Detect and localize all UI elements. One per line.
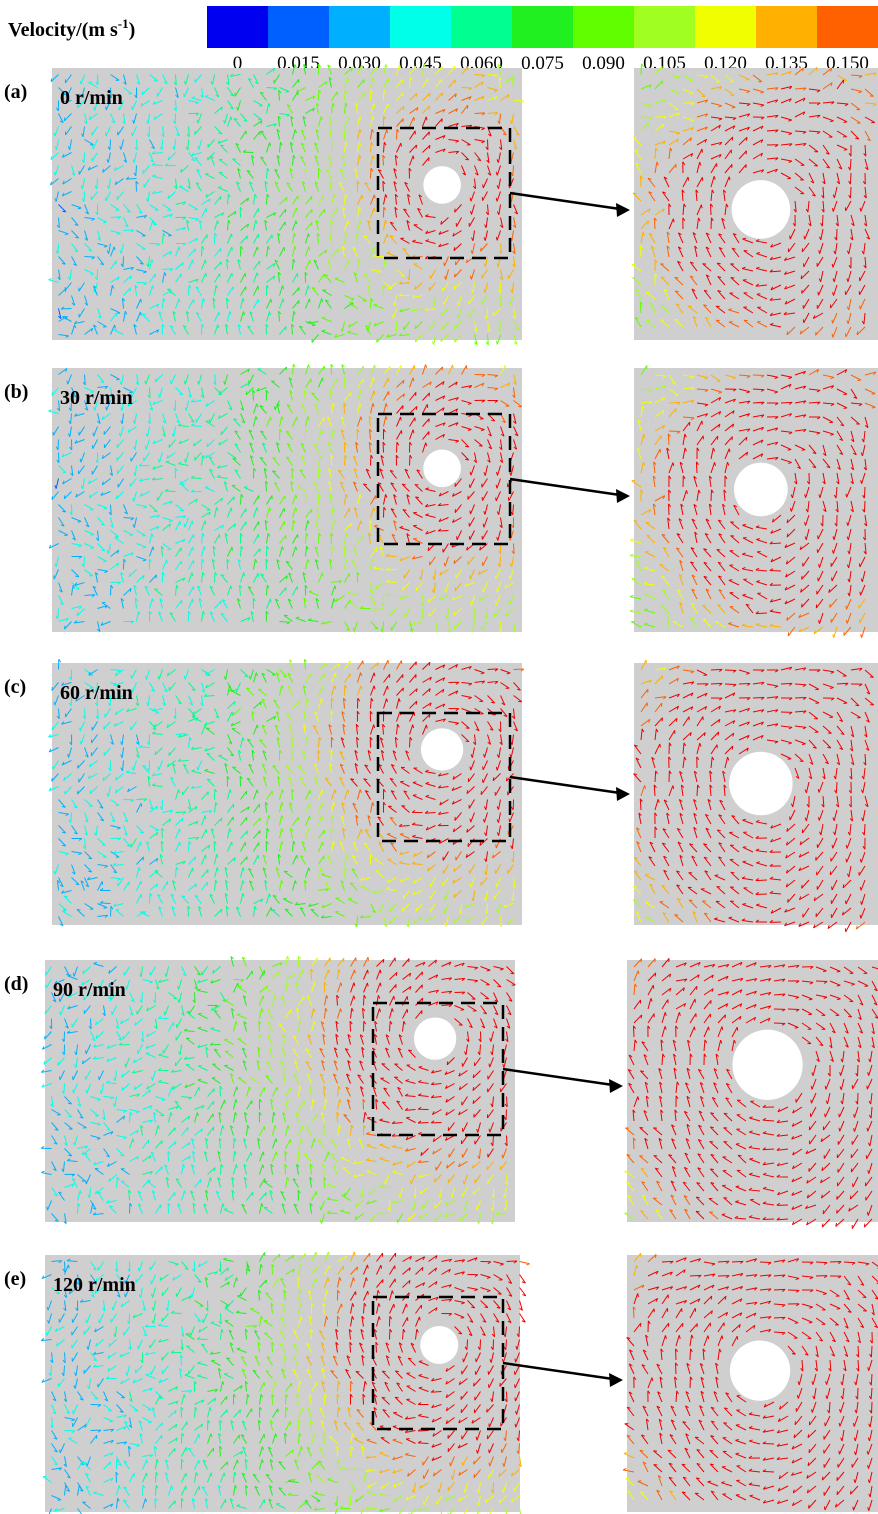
colorbar-label: Velocity/(m s-1) <box>8 16 135 41</box>
panel: (d) 90 r/min <box>4 956 878 1229</box>
color-swatch <box>207 6 268 48</box>
cylinder <box>734 463 788 517</box>
colorbar: 00.0150.0300.0450.0600.0750.0900.1050.12… <box>207 6 878 74</box>
arrow-line <box>510 777 620 793</box>
panel-speed: 0 r/min <box>60 87 123 109</box>
color-swatch <box>817 6 878 48</box>
color-swatch <box>512 6 573 48</box>
cylinder <box>729 752 792 815</box>
arrow-head <box>616 203 630 217</box>
panel-speed: 60 r/min <box>60 682 133 704</box>
arrow-line <box>510 193 620 209</box>
figure: Velocity/(m s-1) 00.0150.0300.0450.0600.… <box>0 0 878 1514</box>
color-swatch <box>390 6 451 48</box>
color-swatch <box>573 6 634 48</box>
panel-label: (d) <box>4 973 28 995</box>
tick-label: 0.075 <box>521 53 564 74</box>
cylinder <box>423 450 461 488</box>
cylinder <box>421 728 463 770</box>
color-swatch <box>451 6 512 48</box>
cylinder <box>420 1326 458 1364</box>
panel: (e)120 r/min <box>4 1252 878 1514</box>
vector <box>520 1275 526 1284</box>
arrow-line <box>503 1069 613 1085</box>
panel-speed: 30 r/min <box>60 387 133 409</box>
panel: (a) 0 r/min <box>4 64 878 345</box>
vector <box>520 1288 526 1296</box>
arrow-head <box>616 787 630 801</box>
cylinder <box>414 1017 456 1059</box>
cylinder <box>732 1030 802 1100</box>
color-swatch <box>329 6 390 48</box>
arrow-line <box>510 479 620 495</box>
color-swatch <box>268 6 329 48</box>
colorbar-label-text: Velocity/(m s <box>8 19 118 41</box>
cylinder <box>423 166 461 204</box>
panels: (a) 0 r/min (b) 30 r/min (c) 60 r/min (d) 90 r/… <box>4 64 878 1514</box>
panel-speed: 90 r/min <box>53 979 126 1001</box>
color-swatch <box>756 6 817 48</box>
arrow-head <box>616 489 630 503</box>
vector <box>520 1262 530 1266</box>
cylinder <box>732 180 791 239</box>
arrow-head <box>609 1079 623 1093</box>
color-swatch <box>695 6 756 48</box>
panel: (c) 60 r/min <box>4 659 878 932</box>
panel: (b) 30 r/min <box>4 364 878 638</box>
panel-label: (b) <box>4 381 28 403</box>
panel-label: (c) <box>4 676 26 698</box>
colorbar-label-end: ) <box>129 19 136 41</box>
panel-label: (a) <box>4 81 27 103</box>
vector <box>520 1314 526 1323</box>
color-swatch <box>634 6 695 48</box>
tick-label: 0.090 <box>582 53 625 74</box>
colorbar-label-sup: -1 <box>118 16 129 31</box>
